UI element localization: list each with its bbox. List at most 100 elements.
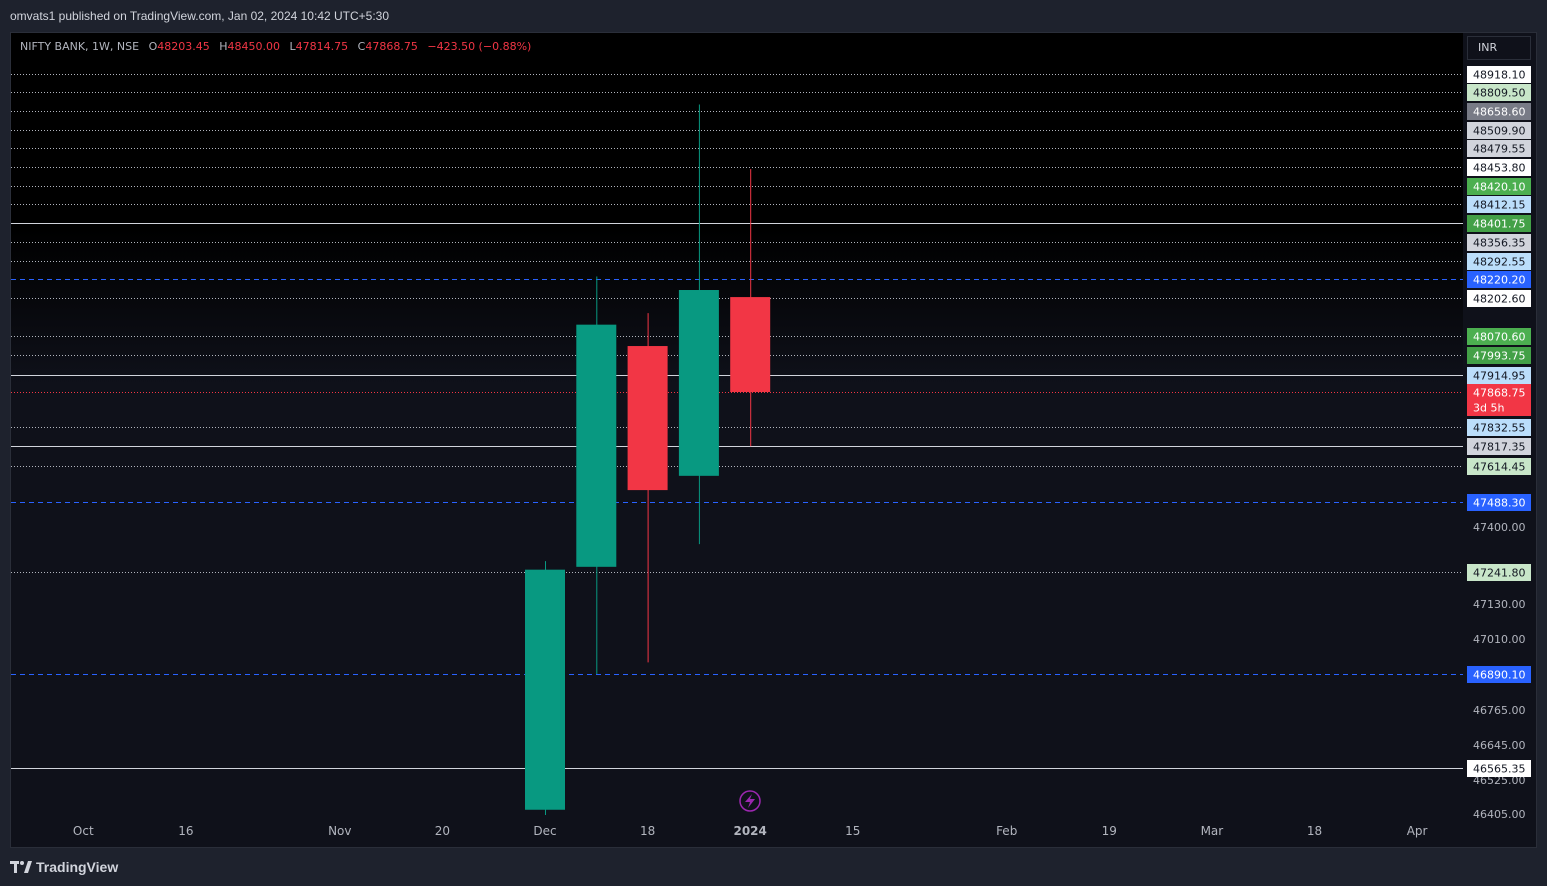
- candle: [576, 276, 617, 675]
- legend-change: −423.50 (−0.88%): [427, 40, 532, 53]
- price-level-label: 46890.10: [1473, 669, 1526, 682]
- x-tick-label: 20: [435, 824, 450, 838]
- lightning-icon[interactable]: [739, 790, 761, 812]
- price-level-label: 47614.45: [1473, 461, 1526, 474]
- x-tick-label: Mar: [1201, 824, 1224, 838]
- price-level-label: 47832.55: [1473, 422, 1526, 435]
- y-tick-label: 46405.00: [1473, 808, 1526, 821]
- price-level-badge: [1467, 458, 1531, 475]
- y-tick-label: 46525.00: [1473, 774, 1526, 787]
- x-tick-label: 18: [640, 824, 655, 838]
- x-tick-label: Apr: [1407, 824, 1428, 838]
- x-tick-label: 2024: [733, 824, 766, 838]
- price-level-badge: [1467, 384, 1531, 416]
- plot-background: [11, 33, 1463, 815]
- legend-low-label: L: [289, 40, 296, 53]
- y-axis: 47400.00 47130.00 47010.00 46765.00 46645.00…: [1473, 521, 1526, 821]
- price-level-badge: [1467, 122, 1531, 139]
- y-tick-label: 47400.00: [1473, 521, 1526, 534]
- price-level-badge: [1467, 103, 1531, 120]
- price-level-label: 48453.80: [1473, 162, 1526, 175]
- x-axis: Oct 16 Nov 20 Dec 18 2024 15 Feb 19 Mar 18 Apr: [73, 824, 1428, 838]
- footer-bar: [0, 850, 1547, 886]
- price-level-label: 48401.75: [1473, 218, 1526, 231]
- price-level-label: 47914.95: [1473, 370, 1526, 383]
- price-level-label: 47868.75: [1473, 387, 1526, 400]
- tradingview-logo[interactable]: TradingView: [10, 858, 118, 876]
- price-level-badge: [1467, 438, 1531, 455]
- legend-high-label: H: [219, 40, 228, 53]
- price-level-badge: [1467, 140, 1531, 157]
- price-level-labels: 48918.10 48809.50 48658.60 48509.90 48479.55…: [1467, 66, 1531, 777]
- x-tick-label: Dec: [533, 824, 556, 838]
- legend-low: 47814.75: [295, 40, 349, 53]
- price-level-label: 48412.15: [1473, 199, 1526, 212]
- legend-high: 48450.00: [227, 40, 281, 53]
- price-level-label: 47488.30: [1473, 497, 1526, 510]
- price-level-badge: [1467, 494, 1531, 511]
- price-level-badge: [1467, 760, 1531, 777]
- tradingview-logo-icon: [10, 861, 32, 873]
- price-level-label: 48479.55: [1473, 143, 1526, 156]
- tradingview-logo-text: TradingView: [36, 859, 119, 875]
- price-level-label: 47241.80: [1473, 567, 1526, 580]
- x-tick-label: 18: [1307, 824, 1322, 838]
- price-level-label: 48202.60: [1473, 293, 1526, 306]
- price-level-badge: [1467, 234, 1531, 251]
- x-tick-label: 15: [845, 824, 860, 838]
- countdown-label: 3d 5h: [1473, 402, 1504, 415]
- candle-body: [576, 324, 617, 567]
- price-level-label: 48420.10: [1473, 181, 1526, 194]
- currency-button[interactable]: INR: [1467, 36, 1531, 60]
- price-level-badge: [1467, 215, 1531, 232]
- price-level-badge: [1467, 367, 1531, 384]
- legend-symbol: NIFTY BANK, 1W, NSE: [20, 40, 140, 53]
- legend-close-label: C: [357, 40, 366, 53]
- candle-body: [730, 297, 771, 392]
- price-level-lines: [11, 74, 1463, 769]
- candle-body: [627, 346, 668, 491]
- legend-open: 48203.45: [157, 40, 210, 53]
- candle: [678, 104, 719, 545]
- price-level-badge: [1467, 196, 1531, 213]
- candle: [730, 169, 771, 447]
- price-level-badge: [1467, 66, 1531, 83]
- candle: [525, 561, 565, 815]
- y-tick-label: 46765.00: [1473, 704, 1526, 717]
- price-level-badge: [1467, 84, 1531, 101]
- price-level-label: 48070.60: [1473, 331, 1526, 344]
- legend-open-label: O: [148, 40, 158, 53]
- price-level-badge: [1467, 419, 1531, 436]
- x-tick-label: Feb: [996, 824, 1017, 838]
- candle-body: [678, 290, 719, 476]
- price-level-label: 48809.50: [1473, 87, 1526, 100]
- x-tick-label: Oct: [73, 824, 94, 838]
- candles[interactable]: [525, 104, 771, 815]
- price-level-badge: [1467, 159, 1531, 176]
- x-tick-label: 19: [1102, 824, 1117, 838]
- y-tick-label: 47010.00: [1473, 633, 1526, 646]
- price-level-label: 48292.55: [1473, 256, 1526, 269]
- price-level-badge: [1467, 271, 1531, 288]
- published-text: omvats1 published on TradingView.com, Ja…: [10, 9, 390, 23]
- price-level-label: 47993.75: [1473, 350, 1526, 363]
- candle-body: [525, 569, 565, 810]
- price-level-label: 48356.35: [1473, 237, 1526, 250]
- price-level-badge: [1467, 178, 1531, 195]
- header-bar: omvats1 published on TradingView.com, Ja…: [0, 0, 1547, 32]
- symbol-legend: NIFTY BANK, 1W, NSE O48203.45 H48450.00 …: [20, 40, 531, 53]
- x-tick-label: Nov: [328, 824, 351, 838]
- price-level-label: 48918.10: [1473, 69, 1526, 82]
- price-level-label: 47817.35: [1473, 441, 1526, 454]
- y-tick-label: 47130.00: [1473, 598, 1526, 611]
- price-level-badge: [1467, 347, 1531, 364]
- price-level-badge: [1467, 666, 1531, 683]
- price-level-badge: [1467, 253, 1531, 270]
- x-tick-label: 16: [178, 824, 193, 838]
- legend-close: 47868.75: [365, 40, 418, 53]
- price-level-label: 48658.60: [1473, 106, 1526, 119]
- price-level-label: 46565.35: [1473, 763, 1526, 776]
- price-level-label: 48509.90: [1473, 125, 1526, 138]
- y-tick-label: 46645.00: [1473, 739, 1526, 752]
